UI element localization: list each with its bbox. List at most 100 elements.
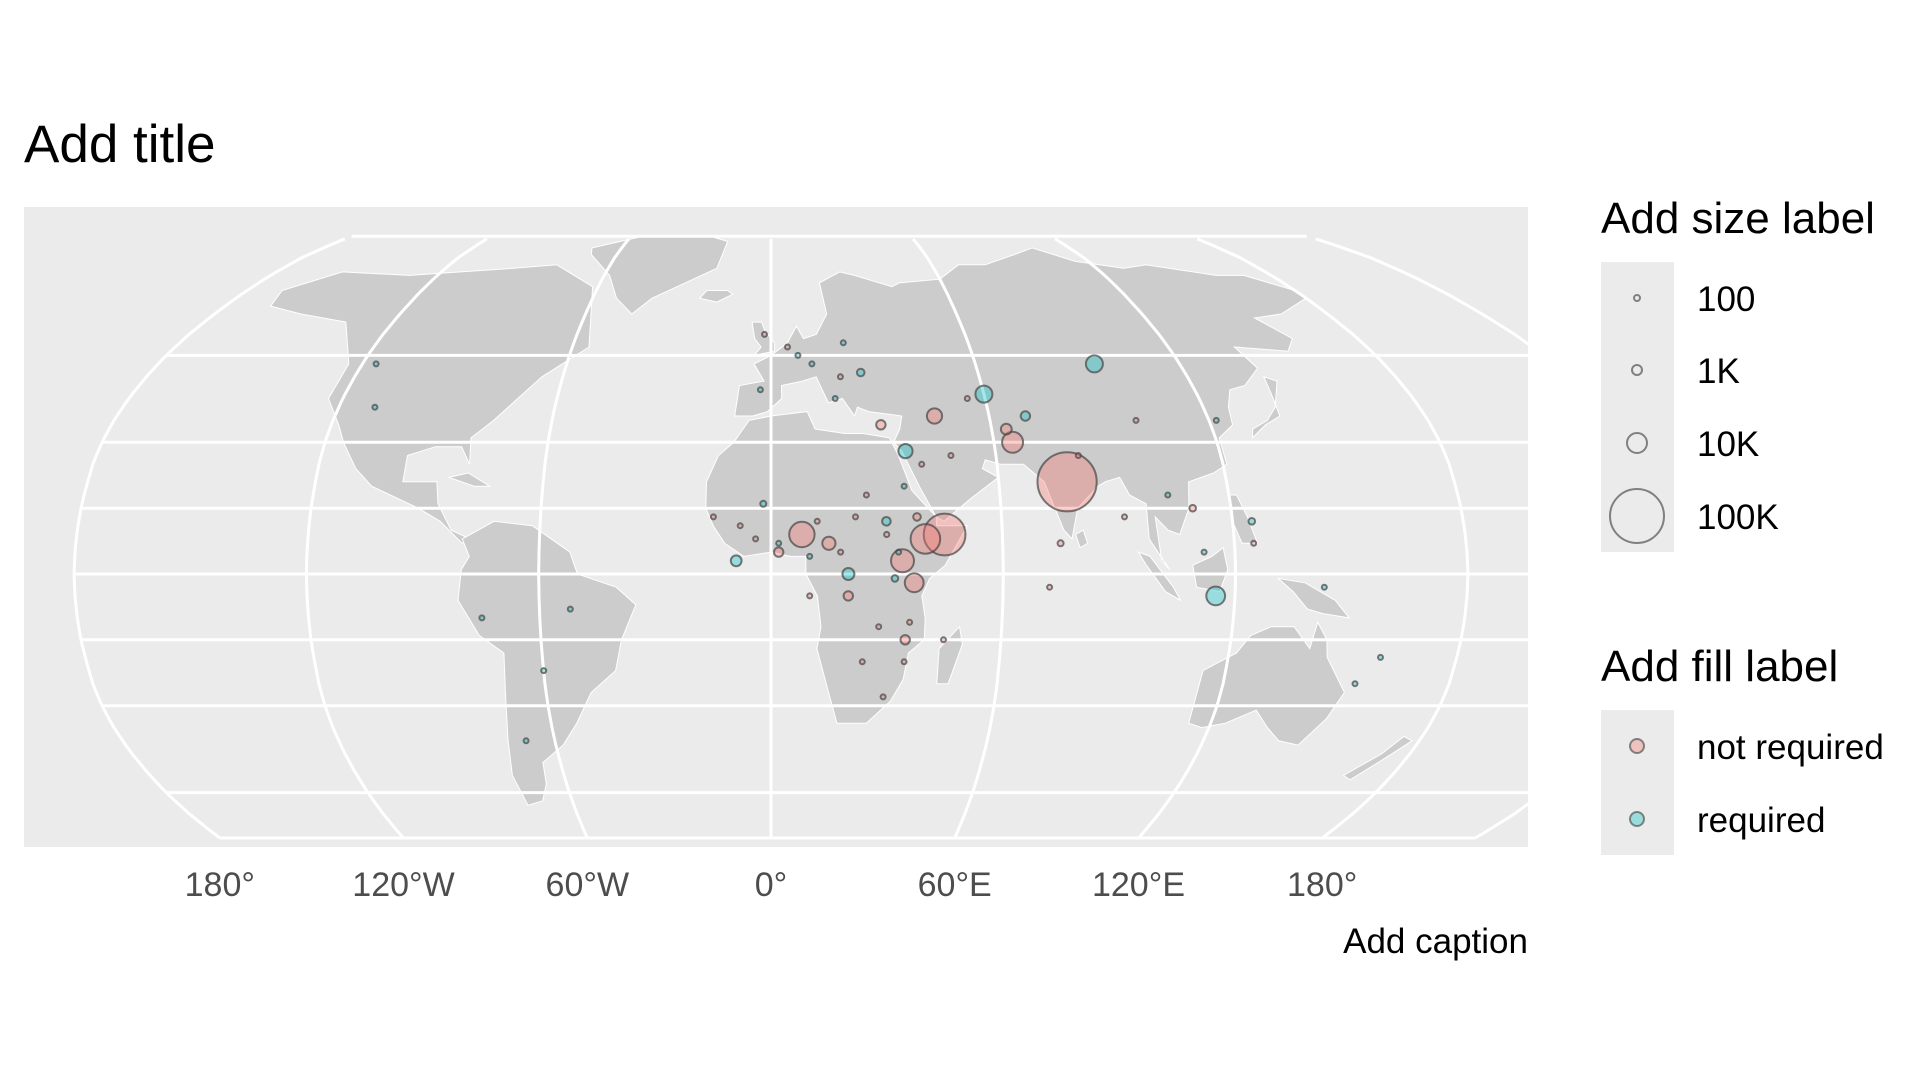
meridian-line (1054, 237, 1237, 839)
data-point (756, 386, 764, 394)
data-point (1056, 539, 1065, 548)
land-greenland (590, 236, 729, 315)
data-point (761, 330, 768, 338)
data-point (566, 605, 574, 613)
data-point (784, 343, 791, 351)
data-point (1036, 451, 1098, 513)
data-point (794, 351, 802, 359)
data-point (883, 530, 891, 539)
size-key-1k (1631, 364, 1643, 376)
data-point (836, 373, 844, 381)
land-sumatra (1137, 551, 1182, 602)
data-point (752, 535, 760, 543)
data-point (940, 636, 947, 644)
data-point (775, 539, 783, 547)
data-point (903, 572, 925, 594)
data-point (858, 658, 866, 666)
data-point (912, 512, 922, 522)
data-point (1164, 491, 1172, 499)
data-point (522, 737, 530, 745)
plot-caption: Add caption (1343, 922, 1528, 961)
data-point (890, 548, 915, 574)
data-point (918, 460, 926, 468)
land-new-zealand (1342, 735, 1413, 781)
data-point (862, 491, 870, 499)
data-point (900, 482, 908, 490)
meridian-line (305, 237, 488, 839)
data-point (1320, 583, 1328, 591)
x-tick-label: 0° (754, 866, 788, 904)
data-point (875, 623, 883, 631)
data-point (1212, 416, 1220, 424)
graticule-layer (72, 234, 1528, 840)
plot-title: Add title (24, 115, 216, 174)
land-layer (269, 236, 1413, 806)
land-north-america (269, 264, 594, 544)
x-tick-label: 120°E (1091, 866, 1186, 904)
data-point (808, 360, 816, 368)
data-point (1046, 583, 1054, 591)
fill-legend-symbols (1629, 738, 1645, 827)
x-tick-label: 120°W (352, 866, 455, 904)
land-australia (1188, 620, 1345, 746)
data-point (831, 395, 839, 402)
data-point (821, 535, 837, 551)
data-point (788, 520, 816, 549)
data-point (759, 499, 768, 508)
data-point (1074, 452, 1082, 459)
fill-legend-label: required (1697, 801, 1826, 840)
meridian-line (537, 237, 631, 839)
size-legend-label: 10K (1697, 425, 1760, 464)
fill-legend-label: not required (1697, 728, 1884, 767)
data-point (895, 548, 903, 556)
data-point (729, 554, 743, 568)
x-tick-label: 60°E (917, 866, 992, 904)
meridian-line (1196, 237, 1470, 840)
data-point (540, 667, 548, 675)
land-uk (751, 321, 775, 357)
data-point (947, 452, 955, 459)
size-key-100k (1609, 488, 1665, 544)
size-legend-label: 100 (1697, 280, 1756, 319)
size-legend-label: 1K (1697, 352, 1740, 391)
data-point (842, 590, 854, 602)
data-point (899, 634, 911, 646)
land-iceland (698, 290, 734, 303)
data-point (875, 419, 887, 431)
data-point (974, 384, 994, 404)
data-point (773, 546, 785, 558)
land-cuba (447, 472, 492, 487)
size-key-100 (1633, 294, 1641, 302)
land-new-guinea (1276, 577, 1351, 619)
data-point (371, 403, 379, 411)
data-point (925, 407, 944, 425)
data-point (855, 367, 866, 378)
size-legend-label: 100K (1697, 498, 1779, 537)
data-point (1377, 653, 1384, 661)
size-legend-title: Add size label (1601, 194, 1875, 243)
data-point (1247, 517, 1257, 526)
data-point (881, 516, 892, 527)
data-point (839, 339, 847, 347)
data-point (922, 512, 967, 557)
fill-legend-keys (1601, 710, 1674, 855)
data-point (1200, 548, 1208, 556)
data-point (813, 517, 821, 525)
map-panel (24, 207, 1528, 847)
fill-key-not-required (1629, 738, 1645, 754)
data-point (963, 395, 971, 402)
data-point (841, 567, 856, 581)
data-point (837, 548, 845, 556)
data-point (879, 693, 887, 701)
meridian-line (911, 237, 1005, 839)
data-point (906, 618, 914, 626)
x-tick-label: 60°W (545, 866, 630, 904)
data-point (909, 523, 942, 555)
data-point (372, 360, 380, 368)
data-point (897, 443, 914, 460)
land-borneo (1192, 546, 1229, 593)
meridian-line (72, 237, 346, 840)
data-point (736, 522, 744, 530)
data-point (1205, 585, 1227, 607)
data-point (1188, 503, 1197, 513)
